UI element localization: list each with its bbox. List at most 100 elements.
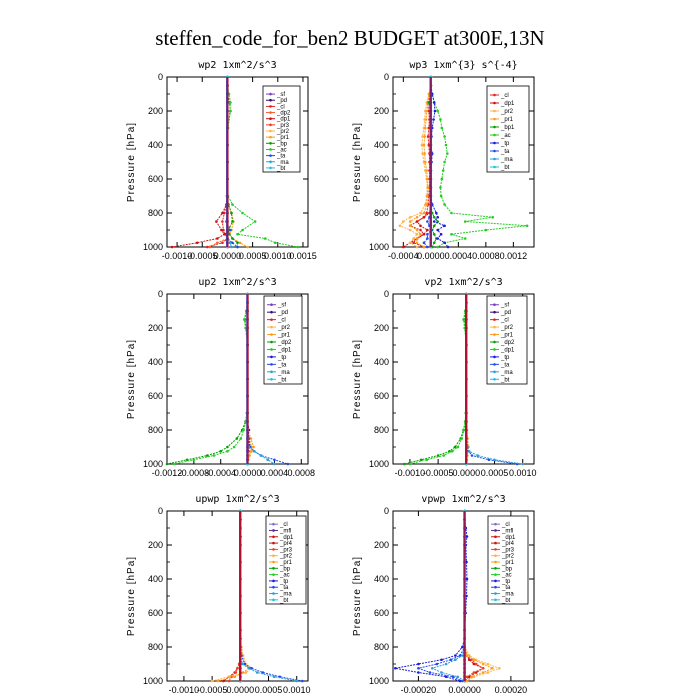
series-point (426, 177, 429, 181)
series-point (286, 462, 290, 466)
legend-marker (493, 325, 496, 329)
legend-label: _dp1 (276, 117, 291, 123)
legend-marker (494, 548, 497, 551)
series-point (474, 662, 478, 666)
legend-marker (269, 142, 272, 145)
x-tick-label: -0.0005 (187, 251, 218, 261)
series-line-dp2 (404, 294, 467, 465)
series-point (172, 462, 176, 466)
legend-marker (493, 340, 496, 344)
legend-marker (270, 340, 273, 344)
legend-marker (270, 303, 273, 307)
legend-label: _bp (501, 566, 513, 572)
legend-marker (494, 585, 497, 589)
series-point (415, 232, 419, 236)
legend-label: _pr1 (277, 333, 291, 339)
series-point (449, 658, 453, 662)
series-point (394, 666, 397, 670)
legend-label: _mfl (501, 528, 513, 534)
legend-label: _dp2 (277, 340, 292, 346)
y-tick-label: 600 (148, 391, 163, 401)
y-tick-label: 800 (374, 208, 389, 218)
series-point (402, 220, 405, 223)
series-point (458, 654, 462, 657)
legend-marker (272, 554, 275, 557)
series-point (230, 211, 233, 215)
series-point (216, 679, 220, 683)
series-point (498, 666, 501, 670)
y-tick-label: 400 (374, 140, 389, 150)
legend-label: _ma (279, 592, 292, 598)
series-point (443, 203, 446, 206)
legend-label: _pr2 (500, 109, 514, 115)
series-point (233, 675, 236, 679)
legend-marker (493, 109, 496, 113)
legend-box (486, 85, 530, 173)
series-point (408, 224, 412, 228)
legend-label: _pr2 (277, 325, 291, 331)
legend-label: _tp (500, 141, 510, 147)
legend-marker (270, 370, 273, 374)
series-point (440, 126, 444, 130)
legend-marker (272, 585, 275, 589)
legend-marker (494, 598, 497, 602)
series-point (227, 679, 231, 683)
y-tick-label: 400 (148, 140, 163, 150)
x-tick-label: -0.0012 (152, 468, 183, 478)
series-line-dp2 (166, 294, 249, 465)
series-point (439, 194, 443, 198)
x-tick-label: 0.0008 (288, 468, 316, 478)
x-tick-label: 0.0004 (261, 468, 289, 478)
series-point (195, 241, 199, 245)
legend-marker (494, 573, 497, 576)
legend-marker (272, 560, 275, 564)
y-tick-label: 0 (384, 72, 389, 82)
series-point (231, 220, 234, 223)
series-point (255, 671, 259, 674)
series-point (425, 458, 429, 462)
series-point (415, 215, 419, 219)
series-point (425, 211, 429, 215)
x-tick-label: 0.00000 (448, 685, 481, 695)
x-tick-label: 0.0000 (453, 468, 481, 478)
legend-marker (270, 363, 273, 366)
y-tick-label: 0 (384, 289, 389, 299)
legend-label: _pr3 (276, 123, 290, 129)
legend-label: _ac (500, 133, 511, 139)
y-tick-label: 200 (148, 323, 163, 333)
series-point (446, 245, 450, 249)
series-point (456, 675, 460, 679)
legend-label: _pr2 (500, 325, 514, 331)
series-point (460, 437, 464, 440)
y-axis-label: Pressure [hPa] (352, 339, 363, 419)
legend-marker (272, 598, 275, 602)
legend-label: _tp (277, 355, 287, 361)
y-axis-label: Pressure [hPa] (352, 122, 363, 202)
series-point (422, 232, 426, 236)
series-point (273, 241, 277, 245)
series-point (467, 654, 471, 657)
series-point (236, 666, 239, 670)
series-point (426, 186, 430, 189)
series-point (421, 135, 424, 138)
series-point (439, 118, 442, 121)
legend-label: _sf (276, 92, 285, 98)
legend-label: _bt (500, 377, 510, 383)
legend-label: _cl (277, 318, 286, 324)
legend-marker (269, 160, 272, 164)
y-tick-label: 0 (158, 289, 163, 299)
series-point (426, 237, 429, 240)
series-point (422, 211, 426, 215)
legend-box (263, 295, 303, 385)
y-tick-label: 800 (148, 425, 163, 435)
series-point (231, 203, 234, 206)
legend-marker (493, 93, 496, 97)
series-point (408, 215, 412, 219)
series-point (525, 224, 529, 228)
panel-4: vp2 1xm^2/s^3 Pressure [hPa] 0 200 400 600 800… (352, 277, 536, 478)
legend-marker (493, 370, 496, 374)
legend-label: _pd (276, 98, 287, 104)
series-point (216, 237, 219, 240)
series-point (423, 135, 426, 138)
legend-marker (494, 567, 497, 570)
